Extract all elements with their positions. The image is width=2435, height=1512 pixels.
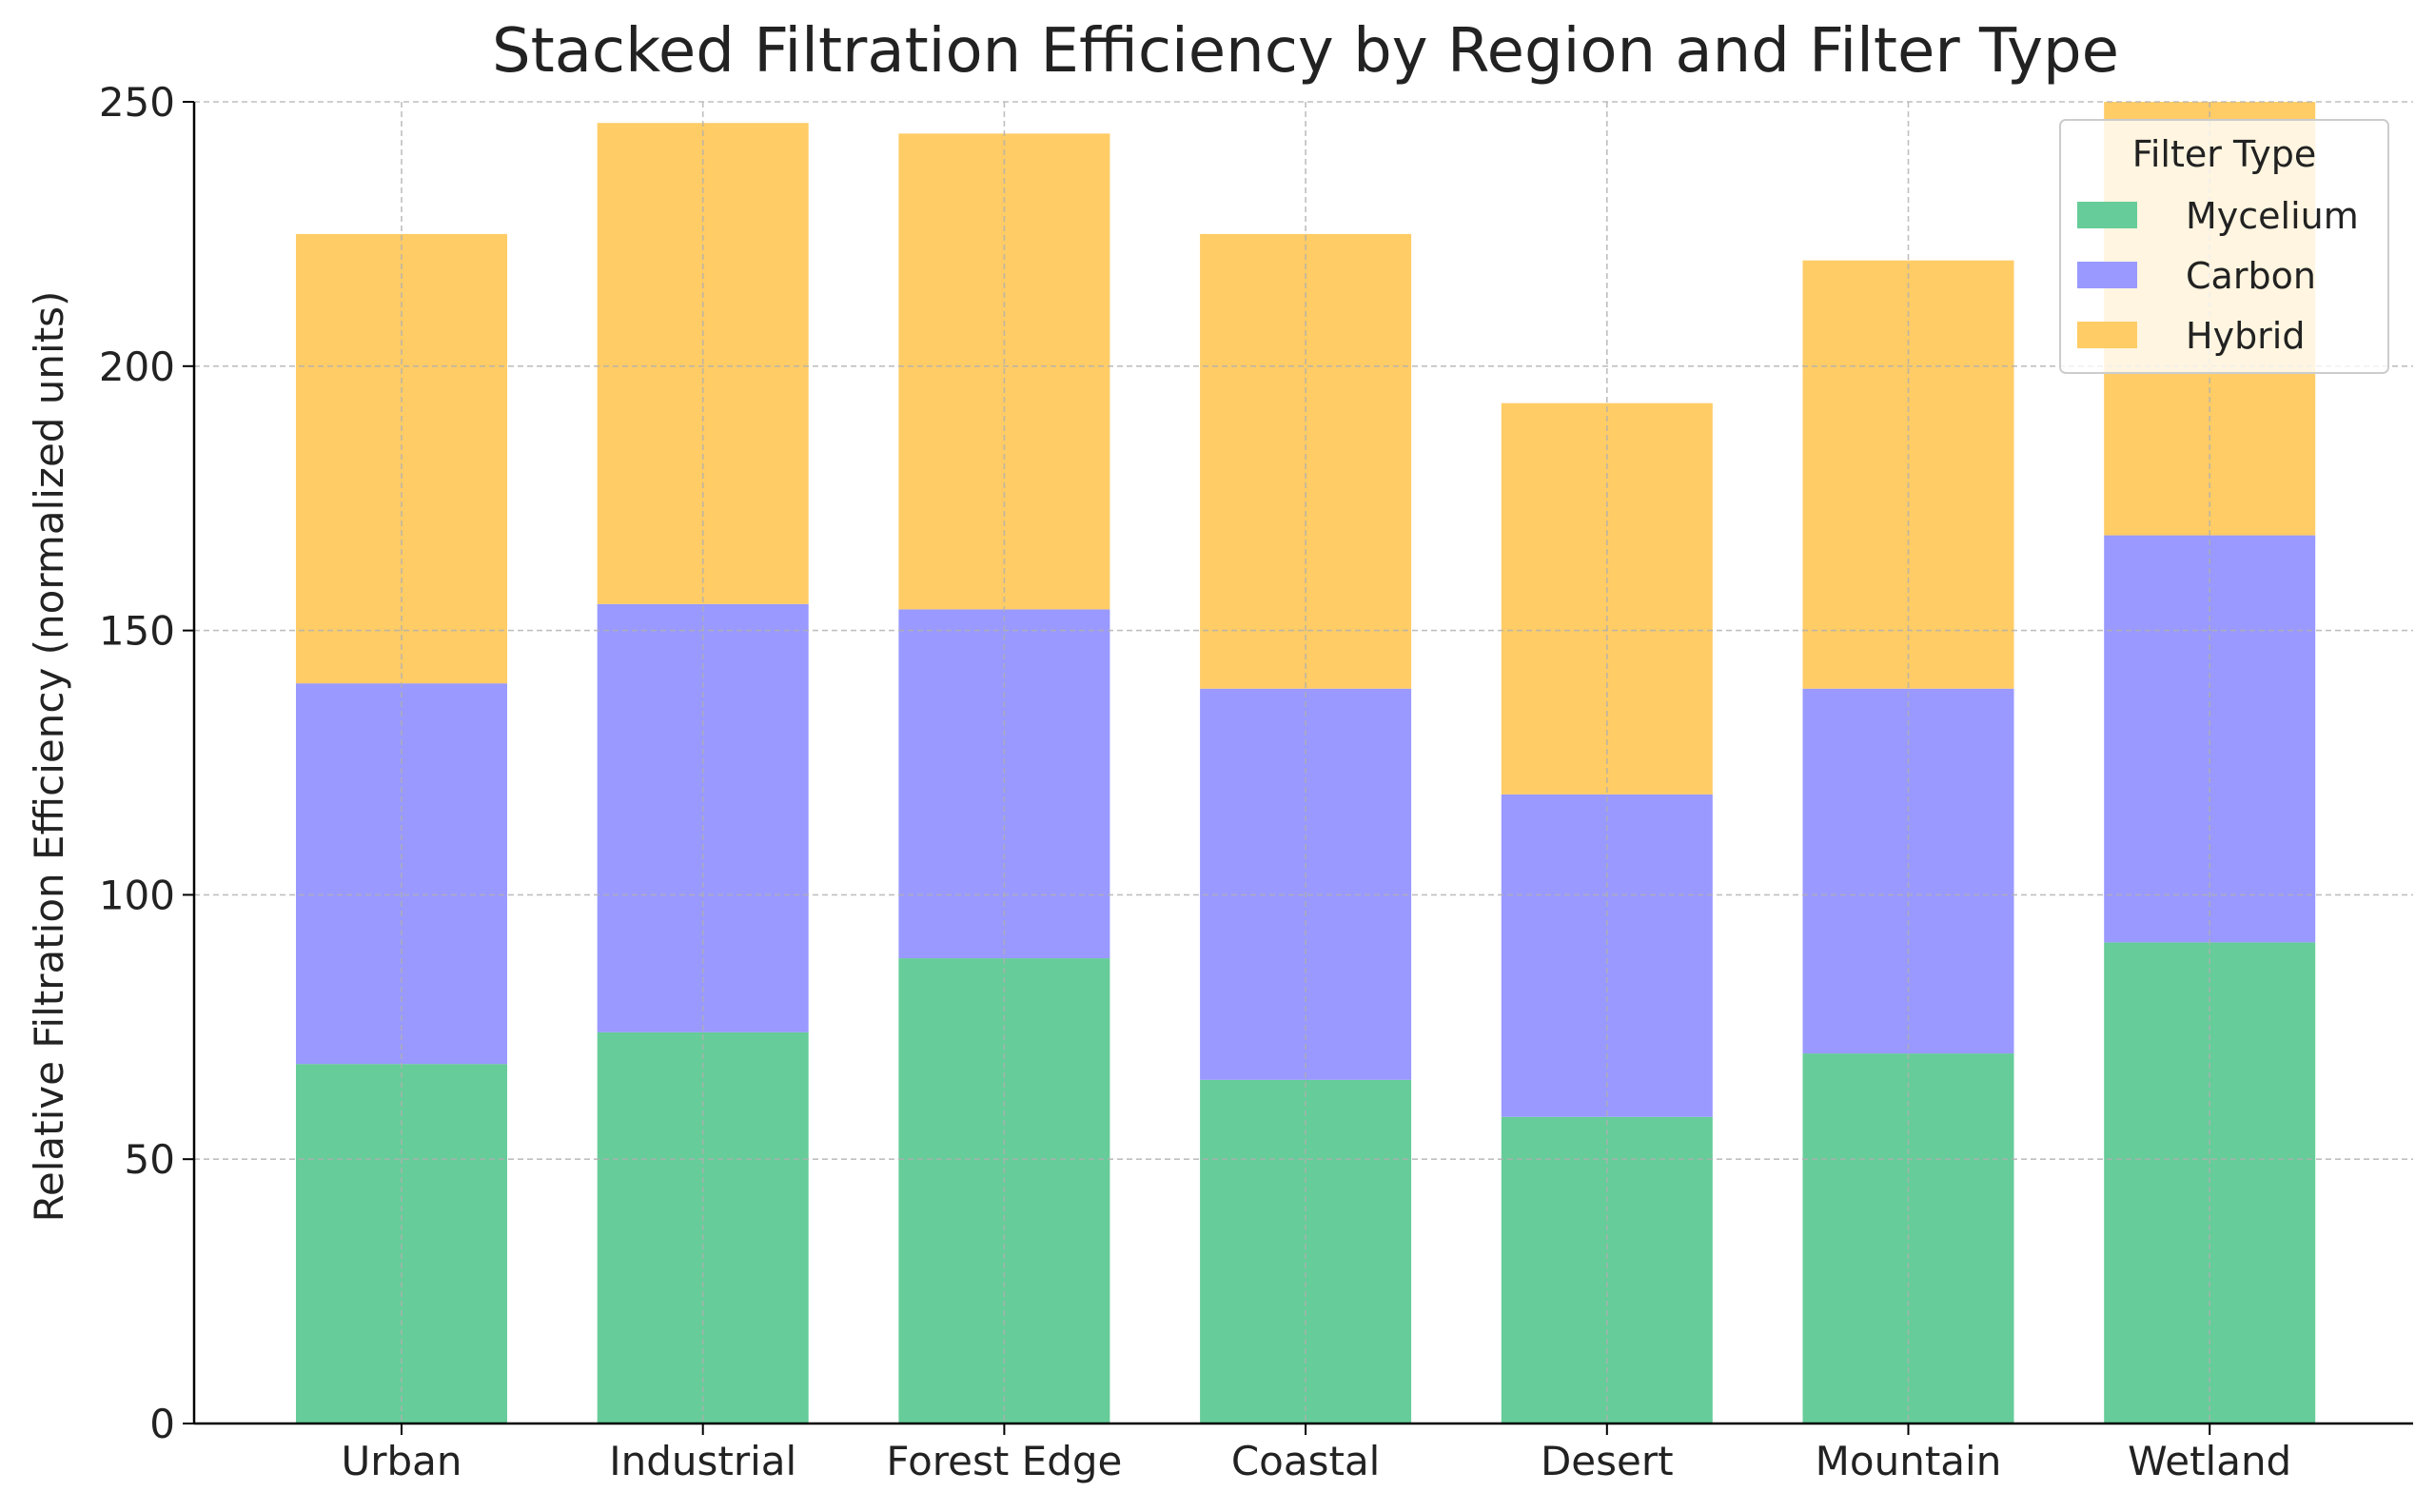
bar-carbon-wetland	[2104, 535, 2316, 943]
legend: Filter Type Mycelium Carbon Hybrid	[2059, 119, 2389, 374]
legend-title: Filter Type	[2132, 133, 2316, 175]
legend-swatch-mycelium	[2077, 202, 2137, 228]
chart-title: Stacked Filtration Efficiency by Region …	[492, 16, 2119, 87]
y-tick-label: 200	[99, 344, 175, 390]
legend-swatch-carbon	[2077, 262, 2137, 288]
x-tick-label: Urban	[341, 1438, 461, 1484]
y-tick-label: 50	[125, 1136, 175, 1183]
x-tick-label: Forest Edge	[886, 1438, 1122, 1484]
x-tick-label: Mountain	[1816, 1438, 2002, 1484]
legend-label-carbon: Carbon	[2186, 255, 2316, 297]
legend-box	[2059, 119, 2389, 374]
x-tick-label: Desert	[1541, 1438, 1674, 1484]
y-tick-label: 0	[149, 1401, 175, 1447]
x-tick-label: Wetland	[2128, 1438, 2291, 1484]
y-tick-label: 100	[99, 872, 175, 918]
axes-layer: 0 50 100 150 200 250 Urban Industrial Forest Edg…	[99, 79, 2413, 1484]
y-tick-label: 150	[99, 608, 175, 655]
legend-label-hybrid: Hybrid	[2186, 315, 2306, 357]
legend-label-mycelium: Mycelium	[2186, 195, 2359, 237]
legend-swatch-hybrid	[2077, 322, 2137, 348]
bar-hybrid-coastal	[1200, 233, 1412, 689]
y-tick-label: 250	[99, 79, 175, 126]
y-axis-label: Relative Filtration Efficiency (normaliz…	[26, 291, 72, 1223]
grid-layer	[194, 101, 2413, 1424]
x-tick-label: Coastal	[1231, 1438, 1381, 1484]
x-tick-label: Industrial	[609, 1438, 796, 1484]
bar-mycelium-coastal	[1200, 1079, 1412, 1424]
